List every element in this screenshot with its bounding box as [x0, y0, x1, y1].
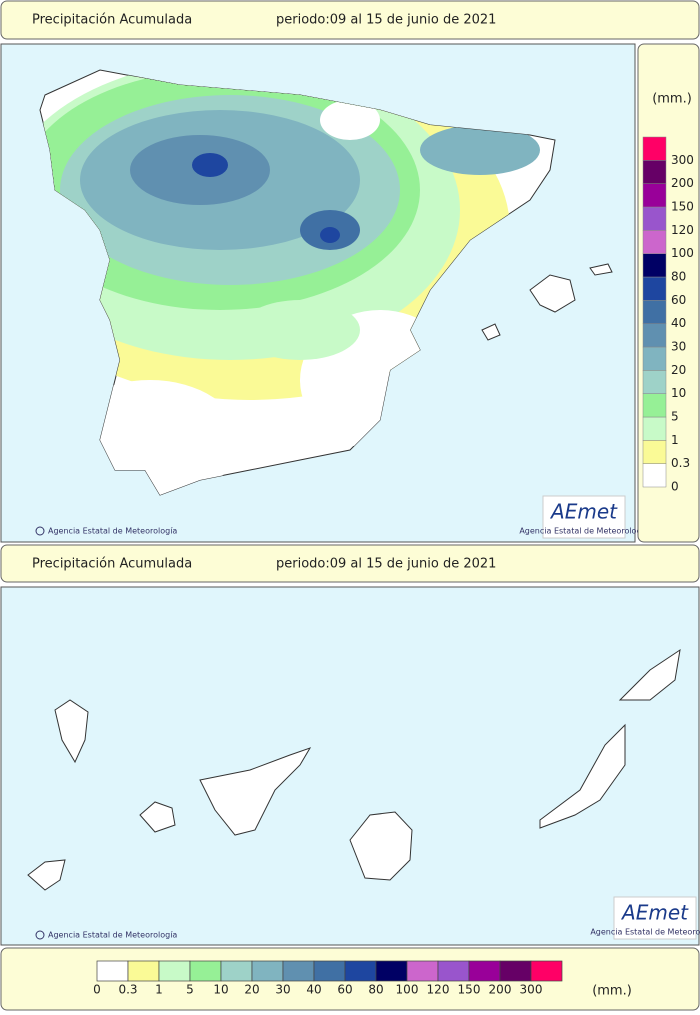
legend-swatch — [642, 463, 667, 488]
legend-swatch — [282, 960, 315, 982]
legend-label: 0.3 — [118, 983, 137, 997]
canary-islands — [27, 648, 681, 891]
copyright-icon — [35, 930, 45, 940]
gran-canaria — [349, 811, 413, 881]
legend-swatch — [642, 300, 667, 324]
legend-label: 60 — [337, 983, 352, 997]
legend-label: 100 — [671, 246, 694, 260]
title: Precipitación Acumulada — [32, 13, 192, 28]
legend-swatch — [96, 960, 129, 982]
legend-label: 80 — [671, 270, 686, 284]
legend-swatch — [468, 960, 501, 982]
period: periodo:09 al 15 de junio de 2021 — [276, 557, 496, 572]
logo-subtitle: Agencia Estatal de Meteorología — [519, 527, 648, 536]
legend-swatch — [251, 960, 284, 982]
legend-swatch — [642, 183, 667, 208]
legend-label: 5 — [186, 983, 194, 997]
copyright-icon — [35, 526, 45, 536]
legend-label: 20 — [671, 363, 686, 377]
legend-label: 80 — [368, 983, 383, 997]
legend-label: 60 — [671, 293, 686, 307]
ibiza — [481, 323, 501, 341]
header-bar — [0, 0, 700, 40]
legend-swatch — [499, 960, 532, 982]
legend-swatch — [127, 960, 160, 982]
legend-swatch — [642, 160, 667, 184]
legend-vertical: 0 0.3 1 5 10 20 30 40 60 80 100 120 150 200 300 — [642, 136, 694, 494]
legend-label: 120 — [671, 223, 694, 237]
precip-field — [40, 70, 540, 495]
legend-swatch — [642, 346, 667, 371]
legend-unit: (mm.) — [592, 984, 632, 999]
credit: Agencia Estatal de Meteorología — [48, 527, 177, 536]
legend-label: 1 — [671, 433, 679, 447]
el-hierro — [27, 859, 66, 891]
legend-label: 30 — [671, 340, 686, 354]
legend-swatch — [437, 960, 470, 982]
logo-subtitle: Agencia Estatal de Meteorología — [590, 928, 700, 937]
legend-swatch — [642, 416, 667, 441]
legend-label: 20 — [244, 983, 259, 997]
legend-label: 100 — [396, 983, 419, 997]
logo-box — [542, 495, 626, 539]
map-panel — [0, 586, 700, 946]
legend-label: 150 — [671, 200, 694, 214]
logo: AEmet — [549, 500, 618, 524]
legend-swatch — [344, 960, 377, 982]
legend-swatch — [642, 323, 667, 348]
legend-label: 300 — [671, 153, 694, 167]
legend-swatch — [642, 230, 667, 254]
peninsula — [39, 69, 613, 496]
period: periodo:09 al 15 de junio de 2021 — [276, 13, 496, 28]
legend-swatch — [530, 960, 563, 982]
legend-swatch — [642, 253, 667, 278]
fuerteventura — [539, 723, 626, 829]
legend-swatch — [313, 960, 346, 982]
legend-swatch — [406, 960, 439, 982]
legend-swatch — [375, 960, 408, 982]
legend-swatch — [642, 206, 667, 231]
legend-label: 200 — [489, 983, 512, 997]
legend-label: 10 — [671, 386, 686, 400]
legend-label: 0 — [93, 983, 101, 997]
legend-horizontal: 0 0.3 1 5 10 20 30 40 60 80 100 120 150 200 300 — [93, 960, 563, 997]
legend-label: 0.3 — [671, 456, 690, 470]
legend-swatch — [220, 960, 253, 982]
logo-box — [613, 896, 697, 940]
title: Precipitación Acumulada — [32, 557, 192, 572]
legend-label: 40 — [306, 983, 321, 997]
legend-label: 5 — [671, 410, 679, 424]
tenerife — [199, 747, 312, 836]
legend-label: 0 — [671, 480, 679, 494]
la-palma — [54, 699, 89, 764]
legend-swatch — [642, 370, 667, 394]
legend-label: 40 — [671, 316, 686, 330]
credit: Agencia Estatal de Meteorología — [48, 931, 177, 940]
legend-label: 300 — [520, 983, 543, 997]
legend-swatch — [642, 393, 667, 418]
legend-swatch — [189, 960, 222, 982]
legend-label: 150 — [458, 983, 481, 997]
la-gomera — [139, 801, 176, 833]
lanzarote — [618, 648, 681, 701]
header-bar — [0, 544, 700, 583]
legend-swatch — [642, 440, 667, 464]
legend-label: 30 — [275, 983, 290, 997]
legend-label: 1 — [155, 983, 163, 997]
legend-label: 120 — [427, 983, 450, 997]
legend-label: 200 — [671, 176, 694, 190]
legend-unit: (mm.) — [652, 92, 692, 107]
legend-swatch — [642, 276, 667, 301]
mallorca — [529, 274, 576, 313]
legend-label: 10 — [213, 983, 228, 997]
legend-swatch — [642, 136, 667, 161]
legend-swatch — [158, 960, 191, 982]
logo: AEmet — [620, 901, 689, 925]
menorca — [589, 263, 613, 276]
